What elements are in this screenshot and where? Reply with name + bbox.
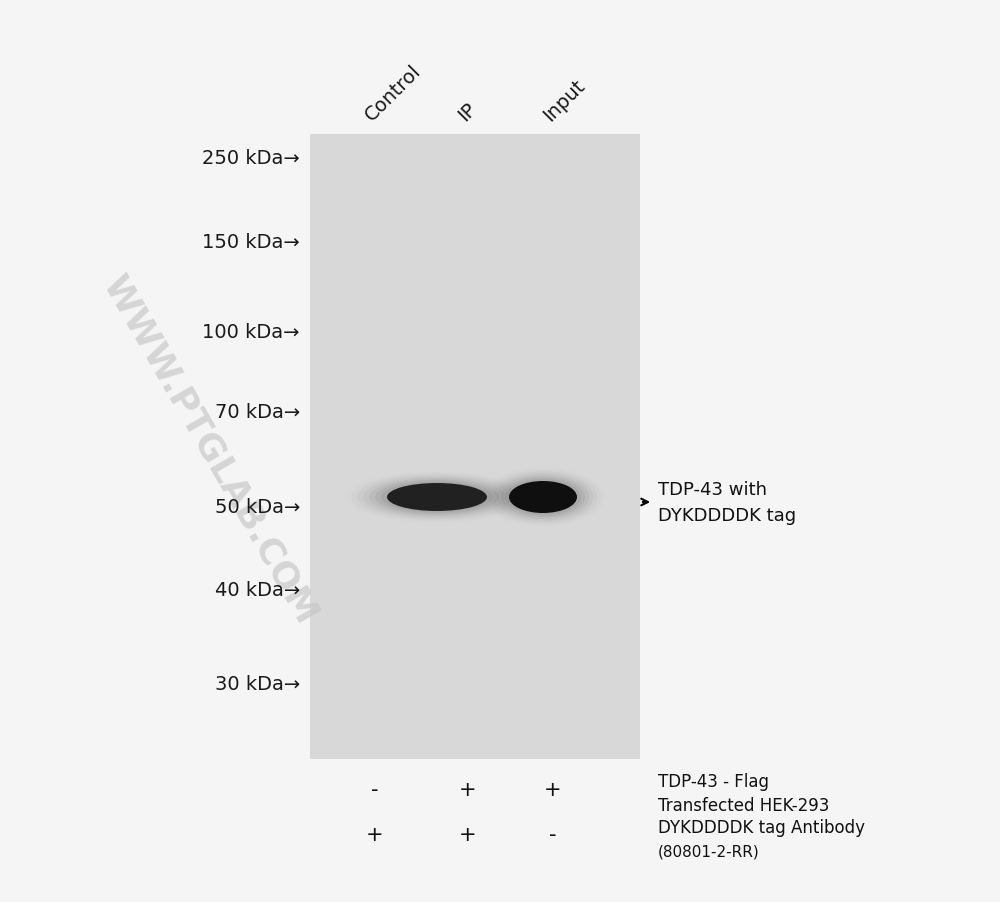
Ellipse shape bbox=[387, 483, 487, 511]
Text: Control: Control bbox=[362, 61, 425, 124]
Text: +: + bbox=[459, 824, 477, 844]
Ellipse shape bbox=[505, 480, 581, 515]
Ellipse shape bbox=[381, 482, 493, 513]
Ellipse shape bbox=[375, 480, 499, 515]
Text: +: + bbox=[544, 779, 562, 799]
Text: +: + bbox=[366, 824, 384, 844]
Text: 250 kDa→: 250 kDa→ bbox=[202, 148, 300, 167]
Text: -: - bbox=[549, 824, 557, 844]
Ellipse shape bbox=[501, 478, 585, 517]
Text: (80801-2-RR): (80801-2-RR) bbox=[658, 843, 760, 859]
Text: -: - bbox=[371, 779, 379, 799]
Text: 40 kDa→: 40 kDa→ bbox=[215, 581, 300, 600]
Text: 30 kDa→: 30 kDa→ bbox=[215, 675, 300, 694]
Text: DYKDDDDK tag Antibody: DYKDDDDK tag Antibody bbox=[658, 818, 865, 836]
Text: 100 kDa→: 100 kDa→ bbox=[202, 323, 300, 342]
Text: 150 kDa→: 150 kDa→ bbox=[202, 234, 300, 253]
Text: TDP-43 - Flag: TDP-43 - Flag bbox=[658, 772, 769, 790]
Text: WWW.PTGLAB.COM: WWW.PTGLAB.COM bbox=[96, 270, 324, 630]
Text: Input: Input bbox=[540, 76, 588, 124]
Text: TDP-43 with: TDP-43 with bbox=[658, 481, 767, 499]
Text: 70 kDa→: 70 kDa→ bbox=[215, 403, 300, 422]
Bar bbox=[310, 135, 640, 759]
Text: 50 kDa→: 50 kDa→ bbox=[215, 498, 300, 517]
Ellipse shape bbox=[509, 482, 577, 513]
Text: IP: IP bbox=[455, 99, 480, 124]
Text: Transfected HEK-293: Transfected HEK-293 bbox=[658, 796, 829, 815]
Text: +: + bbox=[459, 779, 477, 799]
Text: DYKDDDDK tag: DYKDDDDK tag bbox=[658, 506, 796, 524]
